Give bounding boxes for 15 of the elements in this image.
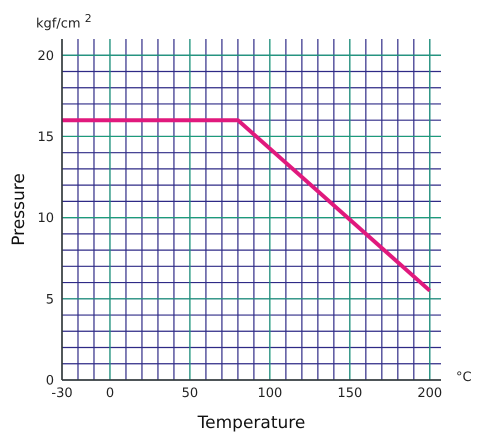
y-tick-label: 5 <box>46 292 54 308</box>
x-tick-label: 50 <box>182 386 198 402</box>
x-tick-label: -30 <box>51 386 73 402</box>
text: °C <box>456 370 472 385</box>
x-axis-title: Temperature <box>196 413 306 432</box>
y-tick-label: 0 <box>46 374 54 389</box>
x-tick-label: 100 <box>257 386 282 402</box>
x-tick-label: 0 <box>106 386 114 402</box>
y-tick-label: 15 <box>37 130 54 146</box>
x-tick-label: 200 <box>417 386 442 402</box>
x-tick-label: 150 <box>337 386 362 402</box>
text: kgf/cm $^{2}$ <box>36 12 92 32</box>
y-tick-label: 10 <box>37 211 54 226</box>
y-axis-title: Pressure <box>9 173 30 246</box>
y-tick-label: 20 <box>37 48 54 64</box>
